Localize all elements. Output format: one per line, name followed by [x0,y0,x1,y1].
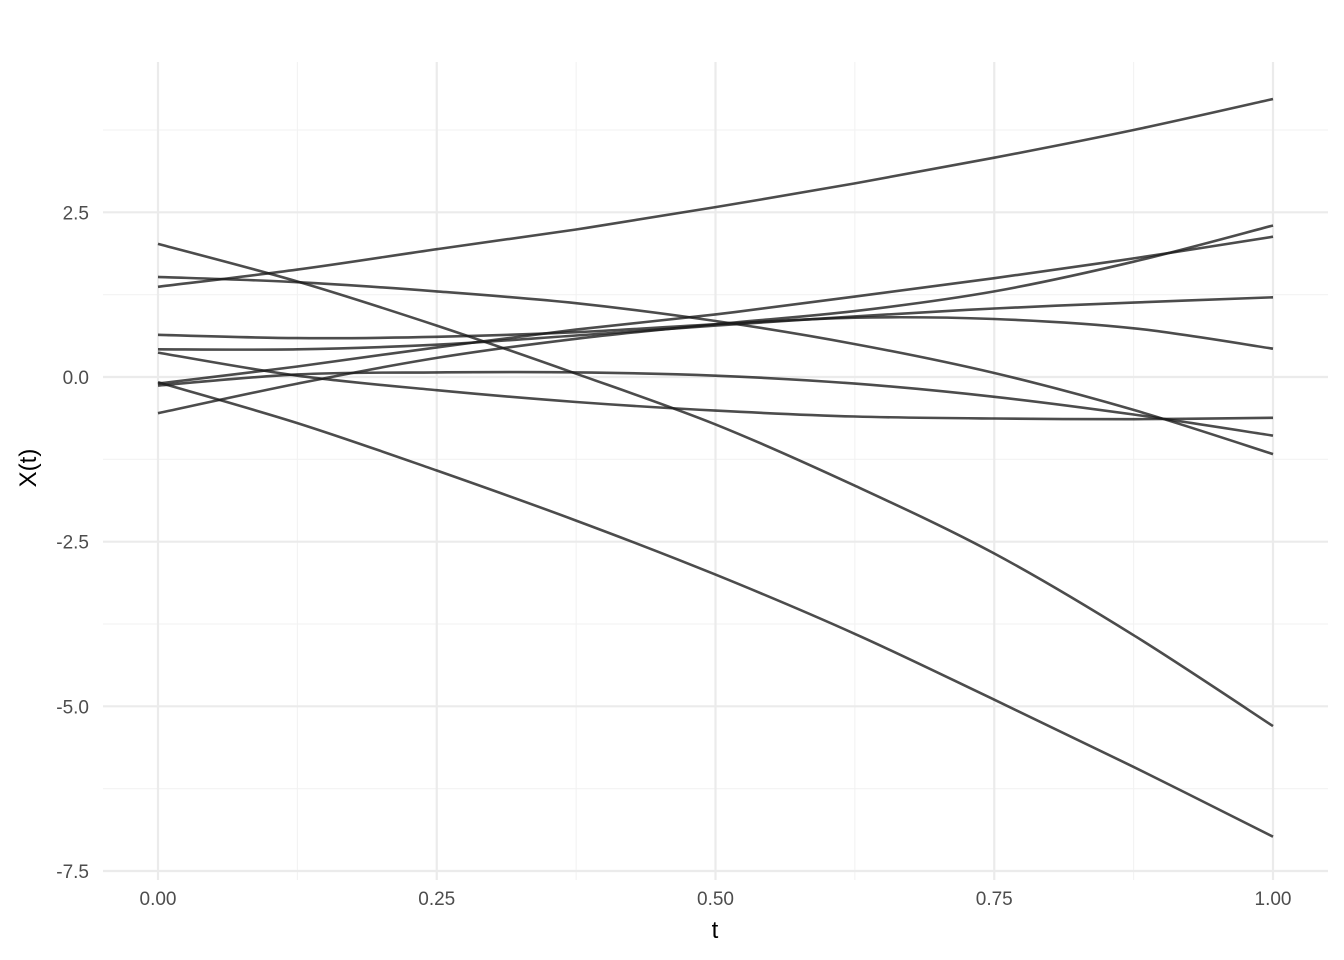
series-line [157,97,1274,289]
y-tick-label: 2.5 [63,203,89,224]
x-tick-label: 1.00 [1255,889,1292,910]
series-line [157,381,1274,838]
x-tick-label: 0.25 [418,889,455,910]
major-gridlines [103,62,1328,880]
series-line [157,351,1274,421]
y-axis-tick-labels: -7.5 -5.0 -2.5 0.0 2.5 [56,203,89,883]
y-tick-label: -2.5 [56,533,89,554]
series-line [157,242,1274,728]
y-tick-label: -7.5 [56,862,89,883]
x-tick-label: 0.75 [976,889,1013,910]
series-line [157,296,1274,351]
y-tick-label: 0.0 [63,368,89,389]
x-axis-tick-labels: 0.00 0.25 0.50 0.75 1.00 [140,889,1292,910]
curve-series [157,97,1274,838]
y-axis-title: X(t) [15,449,42,488]
x-axis-title: t [712,917,719,944]
series-line [157,370,1274,437]
x-tick-label: 0.50 [697,889,734,910]
series-line [157,235,1274,385]
y-tick-label: -5.0 [56,697,89,718]
x-tick-label: 0.00 [140,889,177,910]
series-line [157,275,1274,456]
